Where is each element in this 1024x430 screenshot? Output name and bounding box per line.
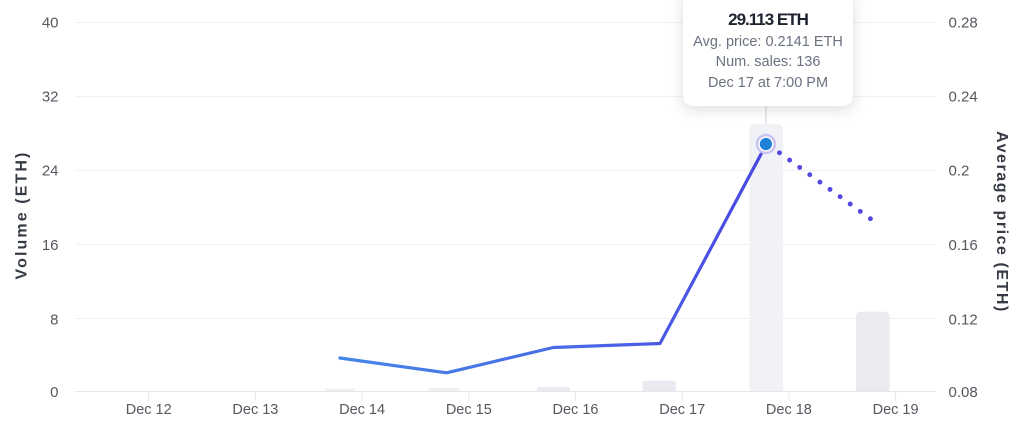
svg-text:0: 0 <box>50 384 58 401</box>
svg-text:0.24: 0.24 <box>949 89 978 106</box>
svg-text:32: 32 <box>42 89 59 106</box>
svg-text:24: 24 <box>42 162 59 179</box>
svg-text:Volume (ETH): Volume (ETH) <box>14 151 31 280</box>
svg-text:Average price (ETH): Average price (ETH) <box>993 131 1010 313</box>
svg-text:0.2: 0.2 <box>949 162 970 179</box>
svg-text:0.16: 0.16 <box>949 237 978 254</box>
svg-text:Dec 13: Dec 13 <box>232 402 278 418</box>
svg-text:0.08: 0.08 <box>949 384 978 401</box>
svg-text:Dec 16: Dec 16 <box>553 402 599 418</box>
svg-text:8: 8 <box>50 311 58 328</box>
svg-text:40: 40 <box>42 15 59 32</box>
svg-text:16: 16 <box>42 237 59 254</box>
svg-text:Dec 12: Dec 12 <box>126 402 172 418</box>
svg-text:Dec 18: Dec 18 <box>766 402 812 418</box>
svg-text:Dec 15: Dec 15 <box>446 402 492 418</box>
svg-text:Dec 17: Dec 17 <box>659 402 705 418</box>
svg-text:Dec 19: Dec 19 <box>873 402 919 418</box>
svg-text:Dec 14: Dec 14 <box>339 402 385 418</box>
svg-text:0.28: 0.28 <box>949 15 978 32</box>
svg-text:0.12: 0.12 <box>949 311 978 328</box>
